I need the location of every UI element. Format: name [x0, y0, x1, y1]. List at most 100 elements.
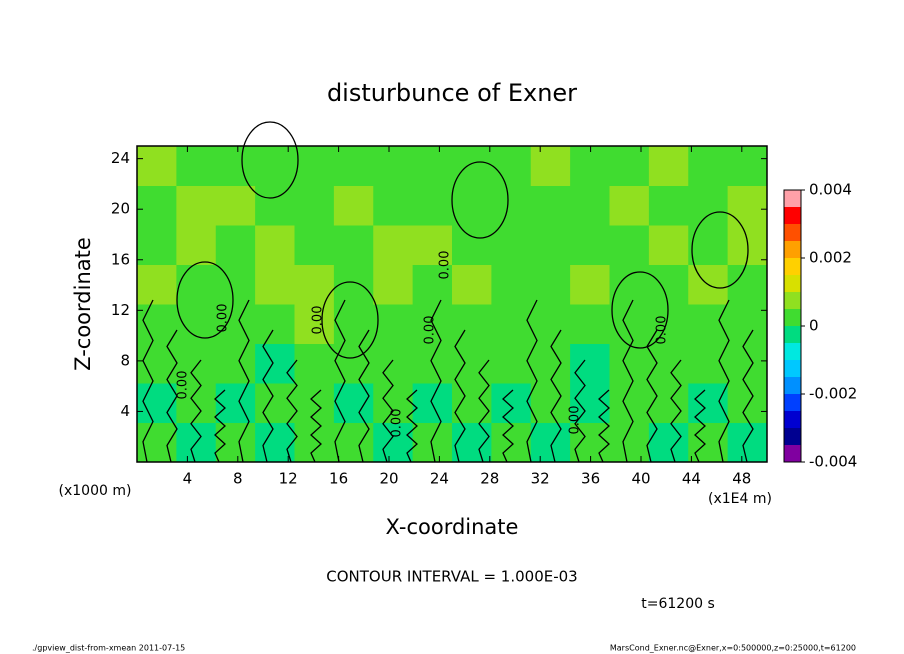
contour-line [478, 359, 490, 463]
x-tick-label: 40 [631, 470, 650, 488]
field-cell [294, 225, 335, 265]
contour-label: 0.00 [423, 316, 438, 345]
field-cell [176, 146, 217, 186]
field-cell [373, 343, 414, 384]
field-cell [452, 146, 492, 186]
footer-right: MarsCond_Exner.nc@Exner,x=0:500000,z=0:2… [610, 644, 856, 653]
field-cell [137, 343, 177, 384]
contour-line [598, 389, 610, 463]
contour-line [214, 389, 226, 463]
field-cell [333, 185, 374, 226]
field-cell [648, 304, 689, 344]
x-tick-label: 12 [279, 470, 298, 488]
field-cell [648, 225, 689, 265]
contour-label: 0.00 [438, 251, 453, 280]
field-cell [137, 264, 177, 305]
y-tick-label: 12 [111, 301, 130, 319]
field-cell [609, 146, 650, 186]
colorbar-segment [784, 326, 801, 343]
field-cell [255, 264, 295, 305]
colorbar-tick-label: 0.004 [809, 181, 852, 199]
x-tick-label: 28 [480, 470, 499, 488]
contour-label: 0.00 [176, 371, 191, 400]
field-cell [294, 422, 335, 463]
field-cell [570, 146, 610, 186]
field-cell [727, 422, 768, 463]
contour-line [691, 211, 749, 289]
field-cell [530, 383, 571, 423]
x-tick-label: 8 [233, 470, 243, 488]
field-cell [648, 264, 689, 305]
field-cell [452, 422, 492, 463]
field-cell [609, 264, 650, 305]
field-cell [727, 264, 768, 305]
field-cell [215, 225, 256, 265]
field-cell [452, 264, 492, 305]
field-cell [255, 383, 295, 423]
colorbar-tick-label: 0 [809, 317, 819, 335]
field-cell [176, 185, 217, 226]
contour-line [334, 299, 346, 463]
x-tick-label: 20 [379, 470, 398, 488]
field-cell [688, 304, 729, 344]
field-cell [530, 343, 571, 384]
field-cell [373, 264, 414, 305]
contour-line [241, 121, 299, 199]
contour-line [502, 389, 514, 463]
field-cell [491, 343, 532, 384]
field-cell [727, 146, 768, 186]
field-cell [648, 343, 689, 384]
field-cell [137, 225, 177, 265]
field-cell [333, 146, 374, 186]
field-cell [255, 146, 295, 186]
colorbar-segment [784, 428, 801, 445]
field-cell [727, 343, 768, 384]
y-tick-label: 20 [111, 200, 130, 218]
field-cell [373, 185, 414, 226]
contour-line [310, 389, 322, 463]
field-cell [255, 422, 295, 463]
contour-label: 0.00 [655, 316, 670, 345]
colorbar-tick-label: -0.002 [809, 385, 857, 403]
field-cell [452, 343, 492, 384]
contour-label: 0.00 [390, 409, 405, 438]
contour-line [574, 359, 586, 463]
colorbar-segment [784, 309, 801, 326]
field-cell [294, 185, 335, 226]
contour-line [190, 359, 202, 463]
colorbar-segment [784, 258, 801, 275]
field-cell [452, 225, 492, 265]
contour-label: 0.00 [311, 306, 326, 335]
field-cell [215, 304, 256, 344]
field-cell [333, 383, 374, 423]
colorbar-segment [784, 224, 801, 241]
field-cell [648, 422, 689, 463]
field-cell [215, 146, 256, 186]
colorbar-segment [784, 241, 801, 258]
x-unit: (x1E4 m) [708, 491, 772, 507]
contour-line [166, 329, 178, 463]
colorbar-segment [784, 292, 801, 309]
field-cell [412, 146, 453, 186]
field-cell [570, 343, 610, 384]
colorbar-segment [784, 343, 801, 360]
field-cell [727, 383, 768, 423]
field-cell [491, 304, 532, 344]
y-tick-label: 24 [111, 149, 130, 167]
field-cell [452, 304, 492, 344]
colorbar-segment [784, 207, 801, 224]
field-cell [530, 264, 571, 305]
field-cell [688, 225, 729, 265]
field-cell [333, 422, 374, 463]
field-cell [688, 185, 729, 226]
colorbar-segment [784, 360, 801, 377]
x-tick-label: 16 [329, 470, 348, 488]
contour-interval: CONTOUR INTERVAL = 1.000E-03 [326, 568, 577, 586]
field-cell [412, 422, 453, 463]
colorbar-segment [784, 445, 801, 462]
field-cell [491, 383, 532, 423]
colorbar-segment [784, 411, 801, 428]
contour-line [238, 299, 250, 463]
plot-frame [136, 145, 768, 463]
